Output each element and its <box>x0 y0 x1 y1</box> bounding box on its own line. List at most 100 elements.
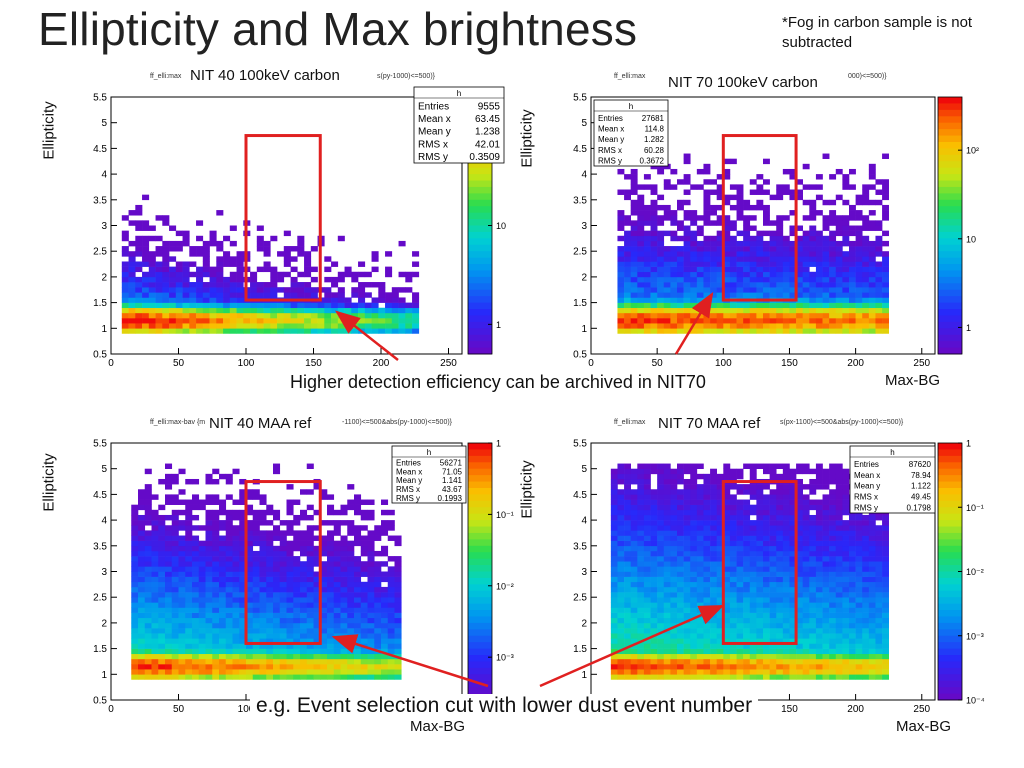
heatmap-bin <box>121 302 129 309</box>
heatmap-bin <box>716 674 724 680</box>
heatmap-bin <box>650 312 658 319</box>
heatmap-bin <box>121 251 129 257</box>
heatmap-bin <box>663 550 671 557</box>
heatmap-bin <box>683 674 691 680</box>
heatmap-bin <box>610 597 618 603</box>
heatmap-bin <box>212 674 220 680</box>
heatmap-bin <box>135 261 143 267</box>
heatmap-bin <box>849 612 856 619</box>
heatmap-bin <box>657 478 665 485</box>
heatmap-bin <box>756 561 764 567</box>
heatmap-bin <box>340 607 348 613</box>
heatmap-bin <box>670 612 678 619</box>
heatmap-bin <box>835 271 843 278</box>
heatmap-bin <box>286 658 294 665</box>
heatmap-bin <box>219 550 227 557</box>
heatmap-bin <box>855 261 863 267</box>
heatmap-bin <box>842 550 850 557</box>
heatmap-bin <box>716 271 724 278</box>
heatmap-bin <box>683 669 691 675</box>
heatmap-bin <box>677 664 684 670</box>
heatmap-bin <box>121 271 129 278</box>
heatmap-bin <box>815 251 823 257</box>
heatmap-bin <box>796 256 803 262</box>
heatmap-bin <box>663 163 671 170</box>
heatmap-bin <box>209 287 217 293</box>
heatmap-bin <box>617 561 625 567</box>
heatmap-bin <box>142 292 150 298</box>
heatmap-bin <box>782 282 790 288</box>
heatmap-bin <box>862 240 870 247</box>
heatmap-bin <box>782 271 790 278</box>
heatmap-bin <box>637 328 645 334</box>
heatmap-bin <box>617 607 625 613</box>
heatmap-bin <box>729 194 737 201</box>
heatmap-bin <box>637 525 645 531</box>
heatmap-bin <box>202 312 210 319</box>
heatmap-bin <box>769 240 777 247</box>
heatmap-bin <box>270 307 278 314</box>
heatmap-bin <box>630 261 638 267</box>
heatmap-bin <box>663 271 671 278</box>
heatmap-bin <box>696 282 704 288</box>
heatmap-bin <box>862 530 870 536</box>
heatmap-bin <box>716 251 724 257</box>
heatmap-cells <box>610 463 889 680</box>
heatmap-bin <box>849 669 856 675</box>
heatmap-bin <box>822 312 830 319</box>
heatmap-bin <box>643 323 651 329</box>
heatmap-bin <box>333 669 341 675</box>
heatmap-bin <box>192 658 200 665</box>
heatmap-bin <box>239 499 247 505</box>
heatmap-bin <box>776 643 784 649</box>
heatmap-bin <box>716 307 724 314</box>
heatmap-bin <box>171 494 179 500</box>
heatmap-bin <box>723 302 731 309</box>
heatmap-bin <box>387 556 395 562</box>
heatmap-bin <box>182 323 190 329</box>
heatmap-bin <box>683 174 691 180</box>
heatmap-bin <box>842 323 850 329</box>
heatmap-bin <box>225 622 233 629</box>
heatmap-bin <box>822 674 830 680</box>
heatmap-bin <box>354 499 362 505</box>
heatmap-bin <box>802 648 810 655</box>
heatmap-bin <box>789 194 797 201</box>
heatmap-bin <box>347 581 355 588</box>
heatmap-bin <box>131 617 139 624</box>
heatmap-bin <box>306 648 314 655</box>
heatmap-bin <box>165 561 173 567</box>
heatmap-bin <box>716 638 724 644</box>
heatmap-bin <box>223 297 231 303</box>
heatmap-bin <box>729 576 737 583</box>
heatmap-bin <box>266 612 274 619</box>
heatmap-bin <box>252 514 260 521</box>
heatmap-bin <box>358 323 366 329</box>
heatmap-bin <box>171 622 179 629</box>
heatmap-bin <box>696 556 704 562</box>
heatmap-bin <box>347 633 355 639</box>
heatmap-bin <box>835 530 843 536</box>
heatmap-bin <box>789 638 797 644</box>
heatmap-bin <box>637 520 645 526</box>
heatmap-bin <box>776 597 784 603</box>
heatmap-bin <box>144 664 152 670</box>
heatmap-bin <box>710 256 717 262</box>
heatmap-bin <box>868 664 876 670</box>
heatmap-bin <box>216 297 224 303</box>
heatmap-bin <box>138 592 146 598</box>
heatmap-bin <box>225 520 233 526</box>
heatmap-bin <box>835 545 843 552</box>
heatmap-bin <box>703 287 711 293</box>
heatmap-bin <box>763 266 770 273</box>
colorbar-swatch <box>938 154 962 162</box>
heatmap-bin <box>723 653 731 660</box>
heatmap-bin <box>703 210 711 216</box>
heatmap-bin <box>367 514 375 521</box>
heatmap-bin <box>862 643 870 649</box>
heatmap-bin <box>842 318 850 324</box>
heatmap-bin <box>842 525 850 531</box>
heatmap-bin <box>743 282 751 288</box>
heatmap-bin <box>182 297 190 303</box>
heatmap-bin <box>743 276 751 283</box>
